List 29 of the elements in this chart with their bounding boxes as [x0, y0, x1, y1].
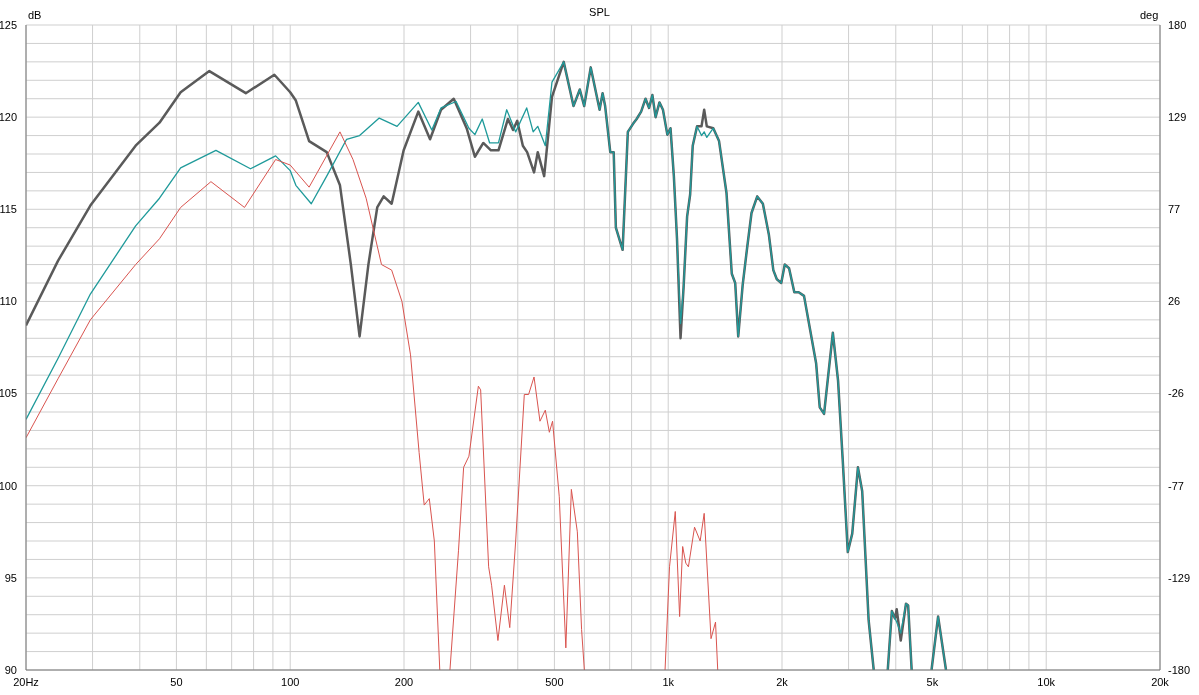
y2-tick-label: -26: [1168, 387, 1184, 400]
y-tick-label: 110: [0, 295, 17, 308]
y2-tick-label: 129: [1168, 111, 1187, 124]
x-tick-label: 20Hz: [13, 675, 39, 688]
y-tick-label: 115: [0, 203, 17, 216]
y-tick-label: 105: [0, 387, 17, 400]
x-tick-label: 10k: [1037, 675, 1056, 688]
x-tick-label: 500: [545, 675, 564, 688]
y2-axis-title: deg: [1140, 9, 1159, 21]
y-tick-label: 90: [4, 663, 17, 676]
chart-title: SPL: [589, 6, 610, 18]
x-tick-label: 100: [281, 675, 300, 688]
y2-tick-label: -77: [1168, 479, 1184, 492]
x-tick-label: 2k: [776, 675, 789, 688]
y-axis-title: dB: [28, 9, 42, 21]
y2-tick-label: -180: [1168, 663, 1191, 676]
y2-tick-label: 77: [1168, 203, 1181, 216]
y2-tick-label: -129: [1168, 571, 1191, 584]
y-tick-label: 95: [4, 571, 17, 584]
y-tick-label: 100: [0, 479, 17, 492]
y-tick-label: 120: [0, 111, 17, 124]
x-tick-label: 50: [170, 675, 183, 688]
y-tick-label: 125: [0, 18, 17, 31]
x-tick-label: 200: [394, 675, 414, 688]
y2-tick-label: 180: [1168, 18, 1187, 31]
x-tick-label: 1k: [662, 675, 675, 688]
y2-tick-label: 26: [1168, 295, 1181, 308]
x-tick-label: 5k: [926, 675, 939, 688]
x-tick-label: 20k: [1151, 675, 1170, 688]
